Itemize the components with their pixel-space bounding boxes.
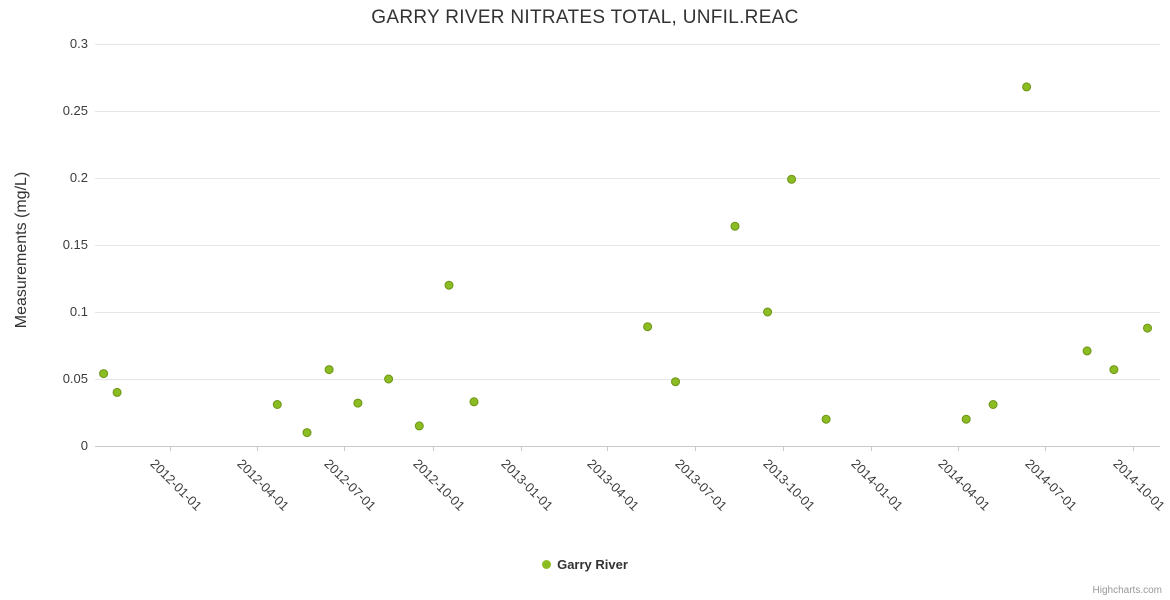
data-point[interactable] [99, 369, 109, 379]
y-axis-tick-label: 0.05 [62, 371, 88, 386]
data-point[interactable] [730, 221, 740, 231]
y-axis-tick-label: 0.1 [69, 304, 88, 319]
y-axis-tick-label: 0 [80, 438, 88, 453]
data-point[interactable] [1082, 346, 1092, 356]
highcharts-credit-link[interactable]: Highcharts.com [1092, 585, 1162, 596]
y-axis-tick-label: 0.25 [62, 103, 88, 118]
data-point[interactable] [961, 414, 971, 424]
legend-series-label: Garry River [557, 557, 628, 572]
data-point[interactable] [469, 397, 479, 407]
data-point[interactable] [112, 387, 122, 397]
data-point[interactable] [1143, 323, 1152, 333]
legend-marker-icon [542, 560, 552, 569]
y-axis-tick-label: 0.3 [69, 36, 88, 51]
data-point[interactable] [643, 322, 653, 332]
data-point[interactable] [671, 377, 680, 387]
data-point[interactable] [1109, 365, 1119, 375]
data-point[interactable] [821, 414, 831, 424]
data-point[interactable] [988, 400, 998, 409]
data-point[interactable] [787, 174, 797, 184]
legend-item-garry-river[interactable]: Garry River [0, 557, 1170, 572]
y-axis-tick-label: 0.15 [62, 237, 88, 252]
data-point[interactable] [384, 374, 394, 384]
data-point[interactable] [353, 398, 363, 408]
data-point[interactable] [272, 400, 282, 409]
data-point[interactable] [444, 280, 454, 290]
data-point[interactable] [1022, 82, 1032, 92]
data-point[interactable] [324, 365, 334, 375]
chart-title: GARRY RIVER NITRATES TOTAL, UNFIL.REAC [371, 7, 799, 28]
y-axis-tick-label: 0.2 [69, 170, 88, 185]
data-point[interactable] [763, 307, 773, 317]
data-point[interactable] [302, 428, 312, 438]
data-point[interactable] [414, 421, 424, 431]
